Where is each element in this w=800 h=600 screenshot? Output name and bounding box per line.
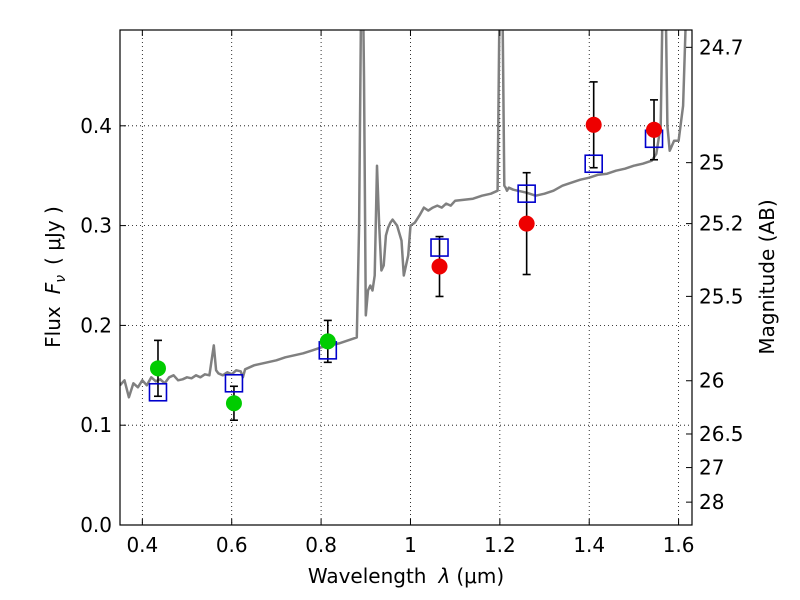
model-square-0	[148, 382, 168, 402]
model-square-4	[517, 184, 536, 203]
y-tick-label-3: 0.3	[80, 214, 112, 238]
x-tick-label-4: 1.2	[484, 533, 516, 557]
data-point-3-1	[518, 215, 535, 232]
y-tick-label-0: 0.0	[80, 513, 112, 537]
x-tick-label-6: 1.6	[663, 533, 695, 557]
y-axis-right-title: Magnitude (AB)	[755, 199, 779, 354]
y-tick-label-2: 0.2	[80, 313, 112, 337]
x-tick-label-0: 0.4	[126, 533, 158, 557]
data-point-2-2	[319, 333, 336, 350]
mag-tick-label-3: 25.5	[699, 284, 744, 308]
model-square-1	[224, 373, 244, 393]
data-point-3-0	[431, 258, 448, 275]
mag-tick-label-1: 25	[699, 151, 724, 175]
data-point-2-0	[149, 360, 166, 377]
spectrum-line	[120, 30, 687, 399]
x-tick-label-1: 0.6	[216, 533, 248, 557]
x-axis-title: Wavelength λ (μm)	[308, 564, 504, 588]
mag-tick-label-7: 28	[699, 490, 724, 514]
mag-tick-label-0: 24.7	[699, 35, 744, 59]
plot-series	[120, 30, 687, 422]
x-tick-label-3: 1	[404, 533, 417, 557]
axes: 0.4 0.6 0.8 1 1.2 1.4 1.6 0.0 0.1 0.2 0.3 0.4 24.7 25…	[80, 30, 744, 557]
model-square-5	[584, 154, 603, 174]
data-point-3-2	[585, 116, 602, 133]
grid	[120, 30, 692, 525]
data-point-2-1	[225, 395, 242, 412]
y-tick-label-1: 0.1	[80, 413, 112, 437]
model-square-3	[430, 238, 449, 257]
mag-tick-label-6: 27	[699, 456, 724, 480]
plot-frame	[119, 29, 693, 526]
y-tick-label-4: 0.4	[80, 114, 112, 138]
data-point-3-3	[646, 121, 663, 138]
mag-tick-label-5: 26.5	[699, 422, 744, 446]
y-axis-title: FluxFν( μJy )	[41, 206, 69, 348]
mag-tick-label-2: 25.2	[699, 212, 744, 236]
x-tick-label-5: 1.4	[573, 533, 605, 557]
x-tick-label-2: 0.8	[305, 533, 337, 557]
mag-tick-label-4: 26	[699, 369, 724, 393]
